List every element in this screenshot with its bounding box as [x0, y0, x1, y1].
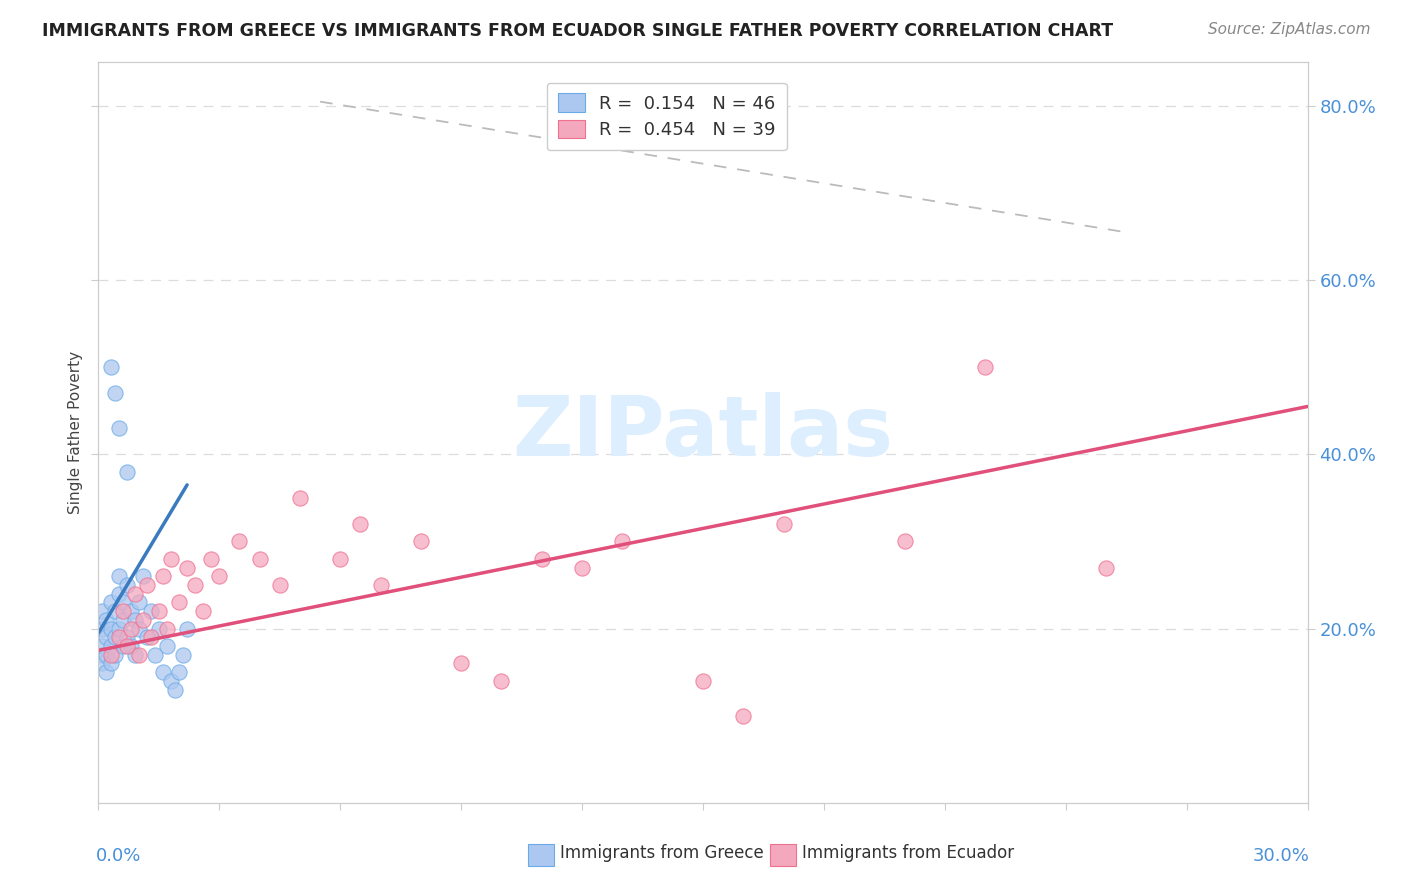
Point	[160, 673, 183, 688]
Point	[107, 587, 129, 601]
Point	[1095, 560, 1118, 574]
Point	[156, 639, 179, 653]
Point	[111, 613, 134, 627]
Point	[156, 622, 179, 636]
Point	[139, 630, 162, 644]
Point	[100, 595, 122, 609]
Point	[193, 604, 215, 618]
Point	[107, 630, 129, 644]
Point	[208, 569, 231, 583]
Point	[172, 648, 194, 662]
Point	[269, 578, 291, 592]
Text: Source: ZipAtlas.com: Source: ZipAtlas.com	[1208, 22, 1371, 37]
Text: Immigrants from Ecuador: Immigrants from Ecuador	[803, 844, 1014, 863]
Point	[100, 360, 122, 375]
Point	[128, 595, 150, 609]
FancyBboxPatch shape	[769, 844, 796, 866]
Point	[100, 639, 122, 653]
Point	[103, 648, 125, 662]
Point	[167, 595, 190, 609]
Point	[115, 630, 138, 644]
Point	[103, 386, 125, 401]
Point	[893, 534, 915, 549]
Point	[167, 665, 190, 680]
Point	[491, 673, 513, 688]
Point	[974, 360, 997, 375]
Point	[124, 648, 146, 662]
Point	[409, 534, 432, 549]
Point	[120, 604, 142, 618]
Legend: R =  0.154   N = 46, R =  0.454   N = 39: R = 0.154 N = 46, R = 0.454 N = 39	[547, 83, 786, 150]
Point	[349, 517, 371, 532]
Point	[370, 578, 392, 592]
Point	[96, 665, 118, 680]
Point	[135, 630, 157, 644]
Point	[100, 657, 122, 671]
Point	[228, 534, 250, 549]
Point	[120, 622, 142, 636]
Point	[91, 648, 114, 662]
Point	[132, 569, 155, 583]
Point	[571, 560, 593, 574]
Y-axis label: Single Father Poverty: Single Father Poverty	[67, 351, 83, 514]
Point	[115, 465, 138, 479]
Point	[128, 648, 150, 662]
Point	[160, 552, 183, 566]
Point	[115, 639, 138, 653]
Point	[128, 622, 150, 636]
Point	[111, 639, 134, 653]
Point	[249, 552, 271, 566]
Point	[135, 578, 157, 592]
Point	[91, 604, 114, 618]
Point	[111, 595, 134, 609]
Point	[91, 622, 114, 636]
Point	[200, 552, 222, 566]
Point	[103, 630, 125, 644]
Point	[288, 491, 311, 505]
FancyBboxPatch shape	[527, 844, 554, 866]
Point	[148, 604, 170, 618]
Point	[124, 587, 146, 601]
Point	[115, 578, 138, 592]
Point	[148, 622, 170, 636]
Point	[733, 708, 755, 723]
Point	[163, 682, 186, 697]
Point	[107, 569, 129, 583]
Point	[176, 622, 198, 636]
Point	[100, 622, 122, 636]
Text: ZIPatlas: ZIPatlas	[513, 392, 893, 473]
Point	[530, 552, 553, 566]
Point	[132, 613, 155, 627]
Point	[612, 534, 634, 549]
Point	[139, 604, 162, 618]
Point	[91, 657, 114, 671]
Point	[103, 604, 125, 618]
Point	[329, 552, 352, 566]
Point	[692, 673, 714, 688]
Point	[772, 517, 794, 532]
Point	[120, 639, 142, 653]
Point	[176, 560, 198, 574]
Point	[152, 569, 174, 583]
Point	[143, 648, 166, 662]
Point	[96, 648, 118, 662]
Point	[124, 613, 146, 627]
Point	[96, 630, 118, 644]
Point	[450, 657, 472, 671]
Point	[184, 578, 207, 592]
Text: 0.0%: 0.0%	[96, 847, 142, 865]
Point	[107, 622, 129, 636]
Point	[100, 648, 122, 662]
Point	[111, 604, 134, 618]
Point	[91, 639, 114, 653]
Text: Immigrants from Greece: Immigrants from Greece	[561, 844, 763, 863]
Point	[107, 421, 129, 435]
Text: IMMIGRANTS FROM GREECE VS IMMIGRANTS FROM ECUADOR SINGLE FATHER POVERTY CORRELAT: IMMIGRANTS FROM GREECE VS IMMIGRANTS FRO…	[42, 22, 1114, 40]
Point	[96, 613, 118, 627]
Point	[152, 665, 174, 680]
Text: 30.0%: 30.0%	[1253, 847, 1310, 865]
